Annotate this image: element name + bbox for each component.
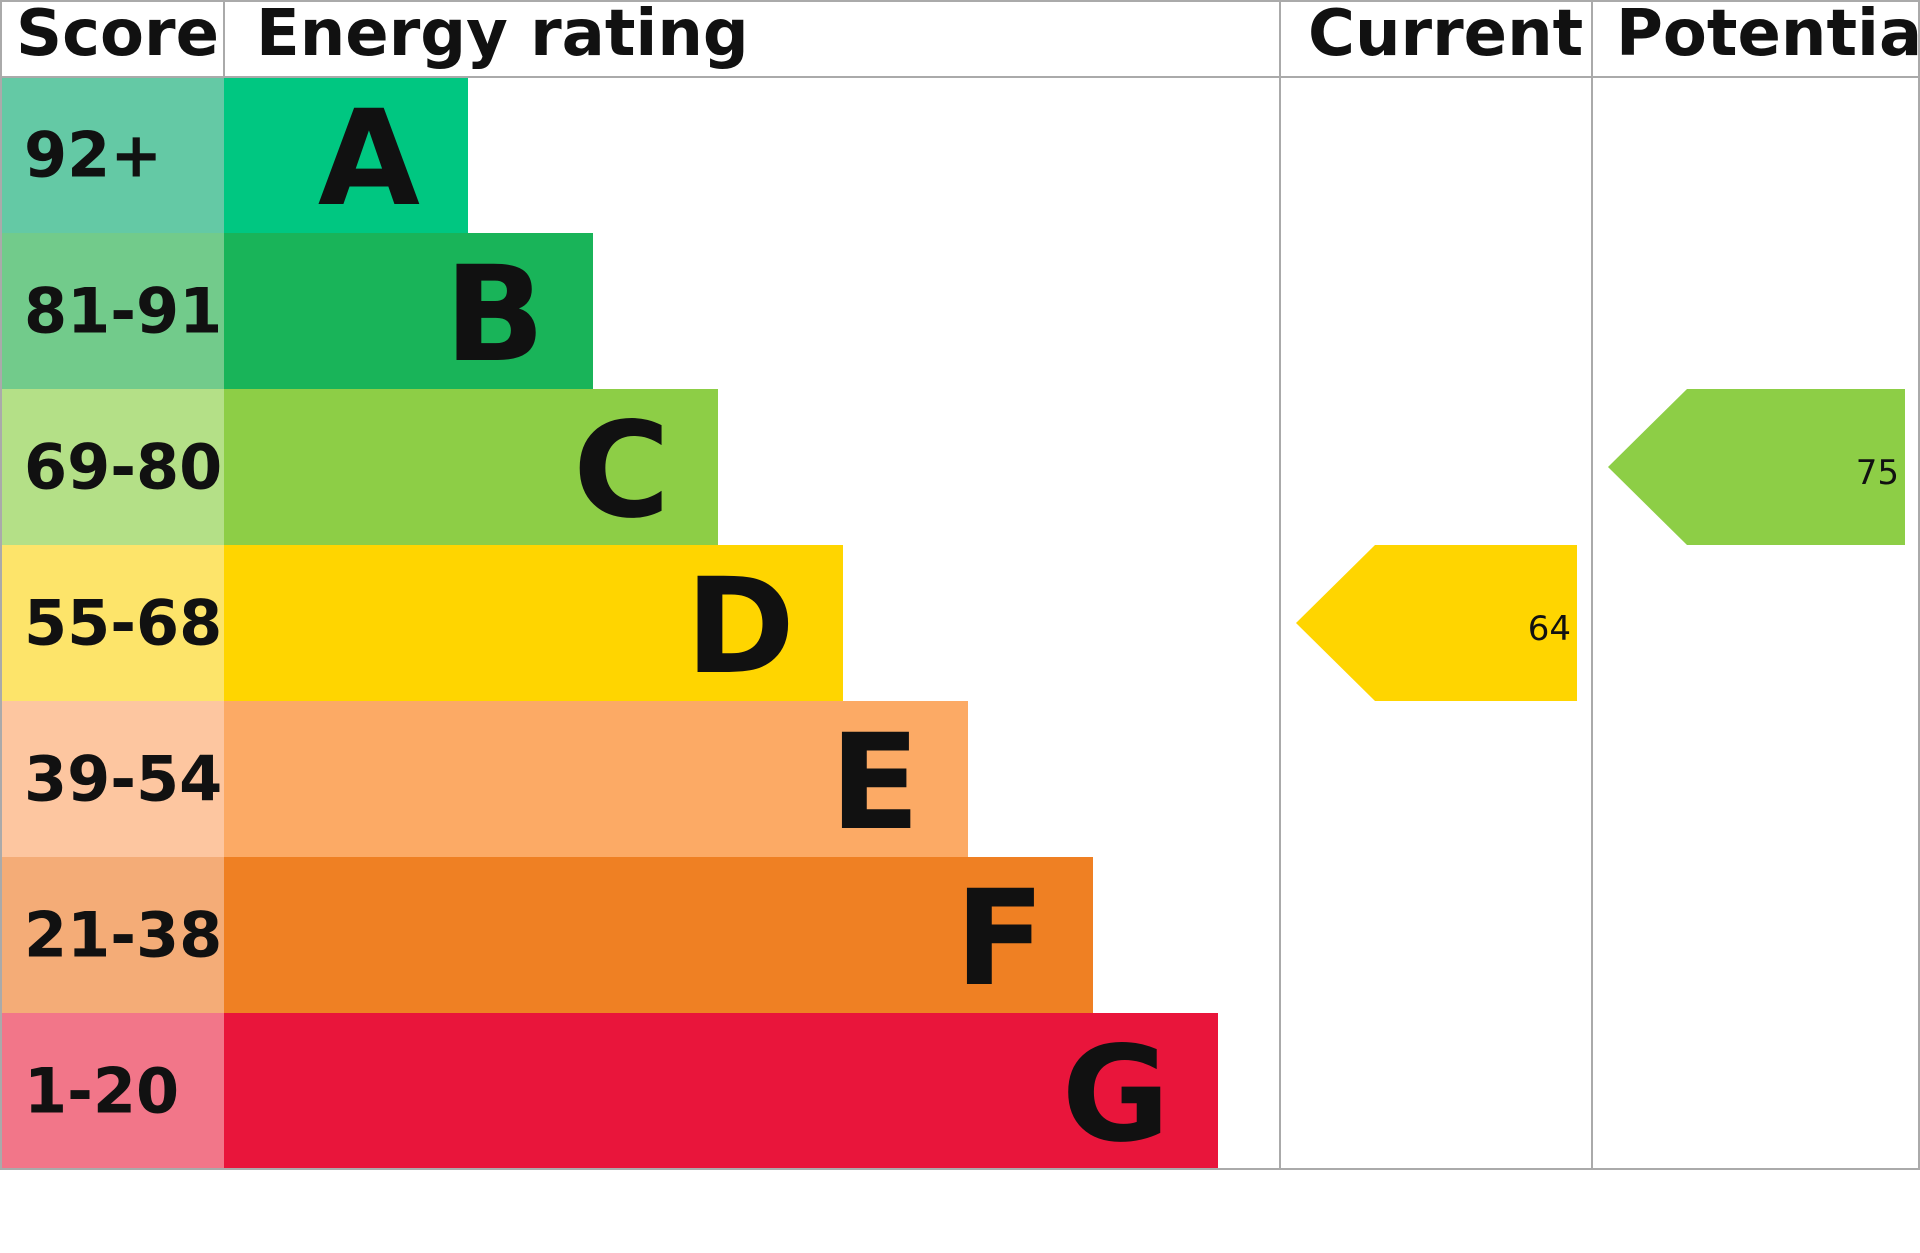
score-cell: [0, 701, 224, 857]
score-label: 69-80: [24, 431, 222, 504]
potential-value: 75: [1856, 453, 1899, 493]
rating-letter: E: [830, 706, 920, 860]
rating-letter: C: [573, 394, 670, 548]
rating-bar: [224, 701, 968, 857]
rating-bar: [224, 389, 718, 545]
rating-bar: [224, 77, 468, 233]
score-cell: [0, 233, 224, 389]
score-label: 21-38: [24, 899, 222, 972]
score-label: 92+: [24, 119, 162, 192]
rating-bar: [224, 1013, 1218, 1169]
column-header: Energy rating: [256, 0, 749, 71]
score-label: 1-20: [24, 1055, 179, 1128]
rating-letter: G: [1062, 1018, 1170, 1172]
current-arrow: [1296, 545, 1577, 701]
rating-letter: D: [685, 550, 795, 704]
score-label: 39-54: [24, 743, 222, 816]
score-cell: [0, 545, 224, 701]
rating-bar: [224, 857, 1093, 1013]
potential-arrow: [1608, 389, 1905, 545]
score-label: 55-68: [24, 587, 222, 660]
column-header: Current: [1308, 0, 1583, 71]
score-cell: [0, 857, 224, 1013]
score-cell: [0, 77, 224, 233]
rating-letter: B: [444, 238, 545, 392]
column-header: Score: [16, 0, 219, 71]
column-header: Potential: [1616, 0, 1920, 71]
score-cell: [0, 389, 224, 545]
rating-bar: [224, 233, 593, 389]
rating-bar: [224, 545, 843, 701]
rating-letter: A: [318, 82, 420, 236]
rating-letter: F: [955, 862, 1045, 1016]
current-value: 64: [1528, 609, 1571, 649]
score-cell: [0, 1013, 224, 1169]
score-label: 81-91: [24, 275, 222, 348]
